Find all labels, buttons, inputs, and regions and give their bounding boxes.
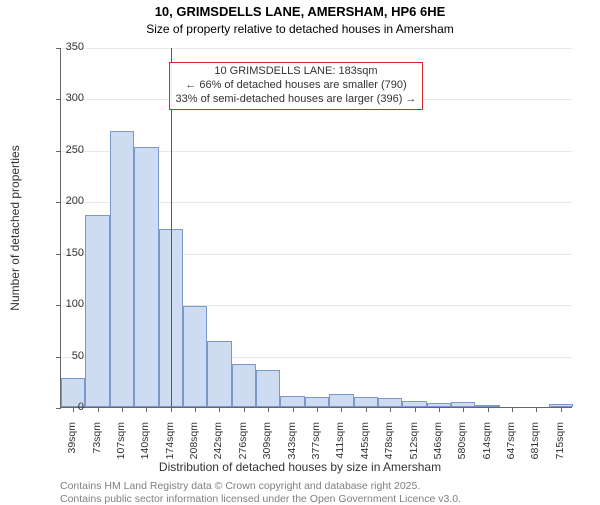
x-tick-label: 478sqm [383,422,395,472]
annotation-box: 10 GRIMSDELLS LANE: 183sqm← 66% of detac… [169,62,424,109]
x-tick-label: 647sqm [505,422,517,472]
x-tick [390,407,391,412]
y-tick-label: 150 [44,247,84,259]
histogram-bar [134,147,158,407]
histogram-bar [183,306,207,407]
histogram-bar [354,397,378,407]
histogram-bar [305,397,329,407]
x-tick-label: 614sqm [481,422,493,472]
y-tick-label: 300 [44,92,84,104]
x-tick [219,407,220,412]
x-tick-label: 546sqm [432,422,444,472]
x-tick [195,407,196,412]
histogram-bar [232,364,256,407]
gridline [61,48,572,49]
x-tick-label: 208sqm [188,422,200,472]
annotation-line: ← 66% of detached houses are smaller (79… [176,79,417,93]
x-tick [561,407,562,412]
x-tick [146,407,147,412]
y-tick-label: 50 [44,350,84,362]
histogram-bar [110,131,134,407]
x-tick [536,407,537,412]
x-tick-label: 715sqm [554,422,566,472]
plot-area: 10 GRIMSDELLS LANE: 183sqm← 66% of detac… [60,48,572,408]
y-tick-label: 350 [44,41,84,53]
x-tick [366,407,367,412]
x-tick-label: 343sqm [286,422,298,472]
annotation-line: 33% of semi-detached houses are larger (… [176,93,417,107]
x-tick-label: 681sqm [529,422,541,472]
x-tick [512,407,513,412]
x-tick-label: 512sqm [408,422,420,472]
x-tick-label: 309sqm [261,422,273,472]
x-tick-label: 377sqm [310,422,322,472]
x-tick-label: 411sqm [334,422,346,472]
x-tick-label: 580sqm [456,422,468,472]
x-tick-label: 174sqm [164,422,176,472]
x-tick [98,407,99,412]
histogram-bar [378,398,402,407]
x-tick-label: 276sqm [237,422,249,472]
footer-line-2: Contains public sector information licen… [60,493,461,505]
x-tick [171,407,172,412]
histogram-bar [329,394,353,407]
x-tick-label: 39sqm [66,422,78,472]
y-tick-label: 0 [44,401,84,413]
x-tick-label: 107sqm [115,422,127,472]
chart-title: 10, GRIMSDELLS LANE, AMERSHAM, HP6 6HE [0,4,600,19]
x-tick [122,407,123,412]
x-tick [244,407,245,412]
y-axis-label: Number of detached properties [8,145,22,310]
y-tick-label: 200 [44,195,84,207]
x-tick [439,407,440,412]
y-tick-label: 250 [44,144,84,156]
histogram-bar [280,396,304,407]
x-tick-label: 242sqm [212,422,224,472]
x-tick-label: 140sqm [139,422,151,472]
y-tick-label: 100 [44,298,84,310]
x-tick [293,407,294,412]
footer-line-1: Contains HM Land Registry data © Crown c… [60,480,420,492]
x-tick [415,407,416,412]
x-tick [341,407,342,412]
chart-subtitle: Size of property relative to detached ho… [0,22,600,36]
x-tick [317,407,318,412]
x-tick [268,407,269,412]
x-tick-label: 445sqm [359,422,371,472]
histogram-bar [256,370,280,407]
annotation-line: 10 GRIMSDELLS LANE: 183sqm [176,65,417,79]
histogram-bar [207,341,231,407]
x-tick [463,407,464,412]
x-tick-label: 73sqm [91,422,103,472]
x-tick [488,407,489,412]
histogram-bar [85,215,109,407]
